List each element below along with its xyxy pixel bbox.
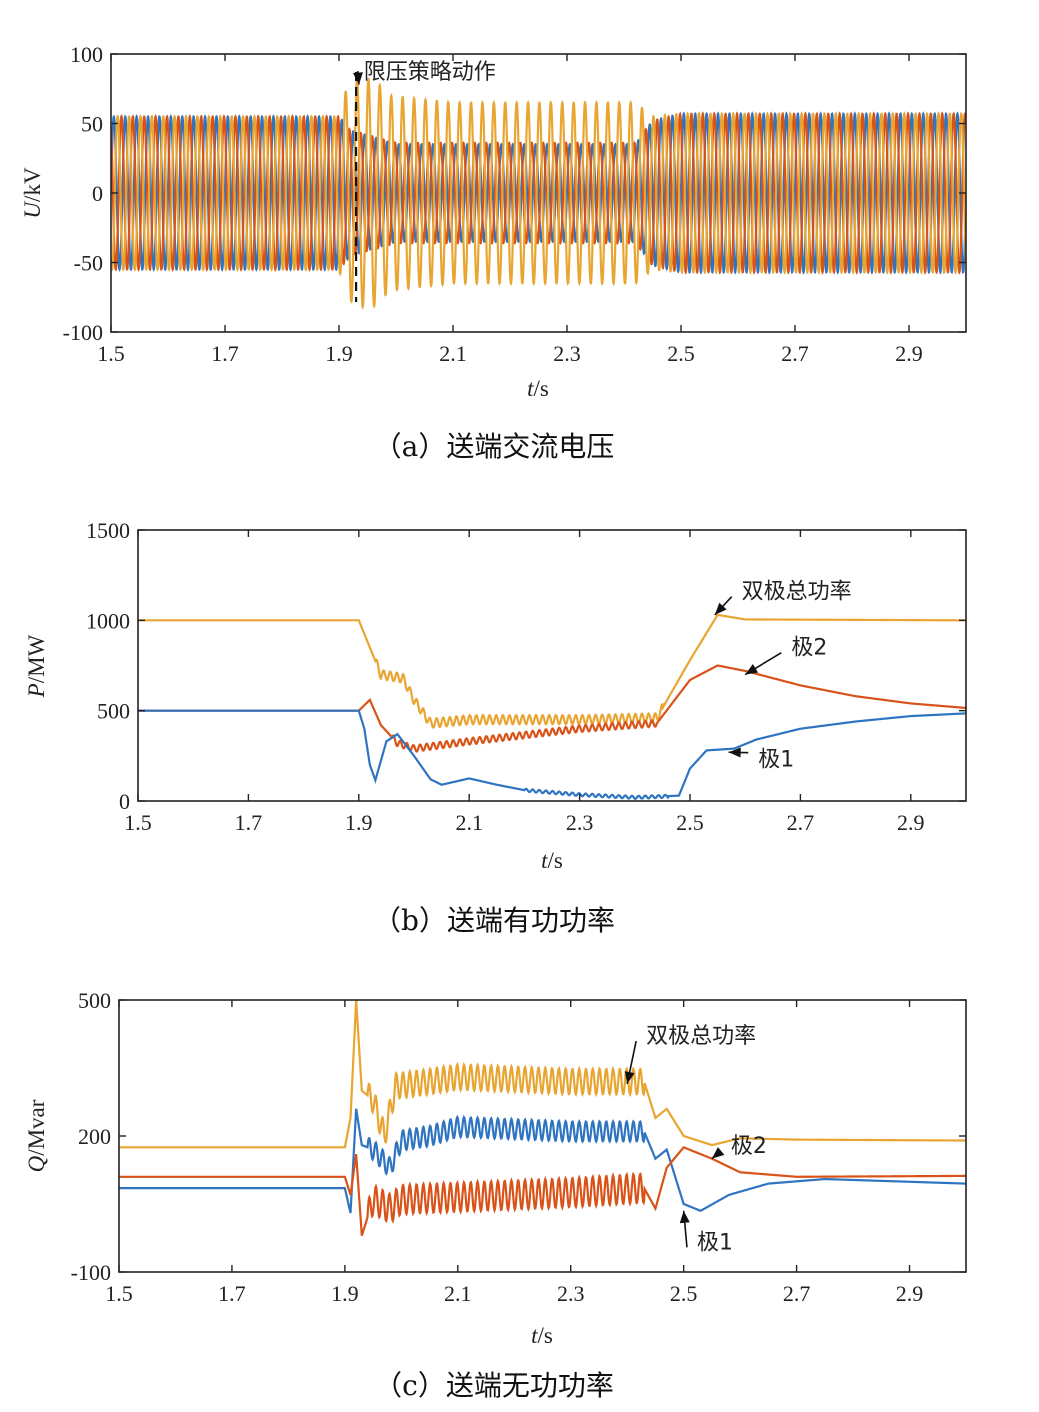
xlabel-a: t/s	[527, 376, 549, 401]
annotation-arrowhead	[679, 1210, 690, 1224]
y-tick-label-c: -100	[71, 1260, 111, 1285]
series-c-pole1	[119, 1108, 966, 1214]
x-tick-label-b: 2.3	[566, 810, 594, 835]
x-tick-label-a: 2.5	[667, 341, 695, 366]
panel-a: 1.5 1.7 1.9 2.1 2.3 2.5 2.7 2.9 100 50 0 -50 -100 U/…	[20, 42, 967, 463]
annotation-label: 极2	[791, 636, 827, 661]
x-tick-label-b: 2.9	[897, 810, 925, 835]
x-tick-label-a: 2.3	[553, 341, 581, 366]
y-tick-label-c: 200	[78, 1124, 111, 1149]
series-c-total	[119, 1000, 966, 1149]
annotation-arrowhead	[624, 1071, 635, 1084]
series-a-pole1	[111, 111, 966, 275]
axes-box-c	[118, 999, 967, 1273]
annotation-label: 极2	[731, 1134, 767, 1159]
y-tick-label-c: 500	[78, 988, 111, 1013]
series-a-pole2	[111, 111, 966, 275]
y-tick-label-a: -100	[63, 320, 103, 345]
caption-a: （a）送端交流电压	[374, 430, 615, 463]
caption-c: （c）送端无功功率	[374, 1369, 614, 1402]
x-tick-label-a: 2.7	[781, 341, 809, 366]
annotation-label: 限压策略动作	[364, 60, 496, 85]
x-tick-label-c: 1.9	[331, 1281, 359, 1306]
annotation-label: 双极总功率	[742, 580, 852, 605]
ylabel-a: U/kV	[20, 167, 45, 219]
annotation-arrowhead	[711, 1147, 725, 1159]
series-group-b	[138, 613, 966, 800]
x-tick-label-a: 2.1	[439, 341, 467, 366]
y-tick-label-a: 0	[92, 181, 103, 206]
x-tick-label-c: 1.7	[218, 1281, 246, 1306]
caption-b: （b）送端有功功率	[373, 904, 615, 937]
x-tick-label-a: 2.9	[895, 341, 923, 366]
x-tick-label-b: 1.5	[124, 810, 152, 835]
x-tick-label-b: 1.7	[235, 810, 263, 835]
series-b-pole1	[138, 709, 966, 800]
series-group-a	[111, 75, 966, 310]
x-tick-label-c: 1.5	[105, 1281, 133, 1306]
x-tick-label-c: 2.9	[896, 1281, 924, 1306]
x-tick-label-b: 2.7	[787, 810, 815, 835]
x-tick-label-a: 1.9	[325, 341, 353, 366]
annotation-arrowhead	[745, 664, 759, 675]
plot-area-b: 1.5 1.7 1.9 2.1 2.3 2.5 2.7 2.9 1500 1000 500 0	[86, 518, 966, 835]
y-tick-label-a: -50	[74, 251, 103, 276]
series-a-total	[111, 75, 966, 310]
annotation-arrowhead	[352, 72, 363, 85]
x-tick-label-c: 2.1	[444, 1281, 472, 1306]
plot-area-c: 1.5 1.7 1.9 2.1 2.3 2.5 2.7 2.9 500 200 -100	[71, 988, 966, 1306]
y-tick-label-b: 500	[97, 699, 130, 724]
panel-b: 1.5 1.7 1.9 2.1 2.3 2.5 2.7 2.9 1500 1000 500 0 P/M…	[24, 518, 967, 937]
annotation-label: 极1	[758, 748, 794, 773]
x-tick-label-b: 2.5	[676, 810, 704, 835]
y-tick-label-a: 100	[70, 42, 103, 67]
annotations-a: 限压策略动作	[352, 60, 496, 85]
panel-c: 1.5 1.7 1.9 2.1 2.3 2.5 2.7 2.9 500 200 -100 Q/Mva…	[24, 988, 967, 1402]
xlabel-c: t/s	[531, 1323, 553, 1348]
ylabel-b: P/MW	[24, 634, 49, 698]
annotation-label: 双极总功率	[646, 1024, 756, 1049]
annotation-arrowhead	[714, 602, 727, 615]
x-tick-label-c: 2.7	[783, 1281, 811, 1306]
xlabel-b: t/s	[541, 848, 563, 873]
annotation-label: 极1	[697, 1230, 733, 1255]
x-tick-label-b: 2.1	[455, 810, 483, 835]
annotation-arrowhead	[728, 747, 741, 758]
series-b-total	[138, 613, 966, 730]
series-b-pole2	[138, 664, 966, 753]
x-tick-label-b: 1.9	[345, 810, 373, 835]
axes-box-b	[137, 529, 967, 802]
x-tick-label-a: 1.7	[211, 341, 239, 366]
x-tick-label-c: 2.3	[557, 1281, 585, 1306]
y-tick-label-a: 50	[81, 112, 103, 137]
axes-box-a	[110, 53, 967, 333]
plot-area-a: 1.5 1.7 1.9 2.1 2.3 2.5 2.7 2.9 100 50 0 -50 -100	[63, 42, 966, 366]
x-tick-label-a: 1.5	[97, 341, 125, 366]
series-group-c	[119, 1000, 966, 1237]
x-tick-label-c: 2.5	[670, 1281, 698, 1306]
y-tick-label-b: 1000	[86, 608, 130, 633]
series-c-pole2	[119, 1146, 966, 1237]
ylabel-c: Q/Mvar	[24, 1099, 49, 1172]
y-tick-label-b: 1500	[86, 518, 130, 543]
y-tick-label-b: 0	[119, 789, 130, 814]
